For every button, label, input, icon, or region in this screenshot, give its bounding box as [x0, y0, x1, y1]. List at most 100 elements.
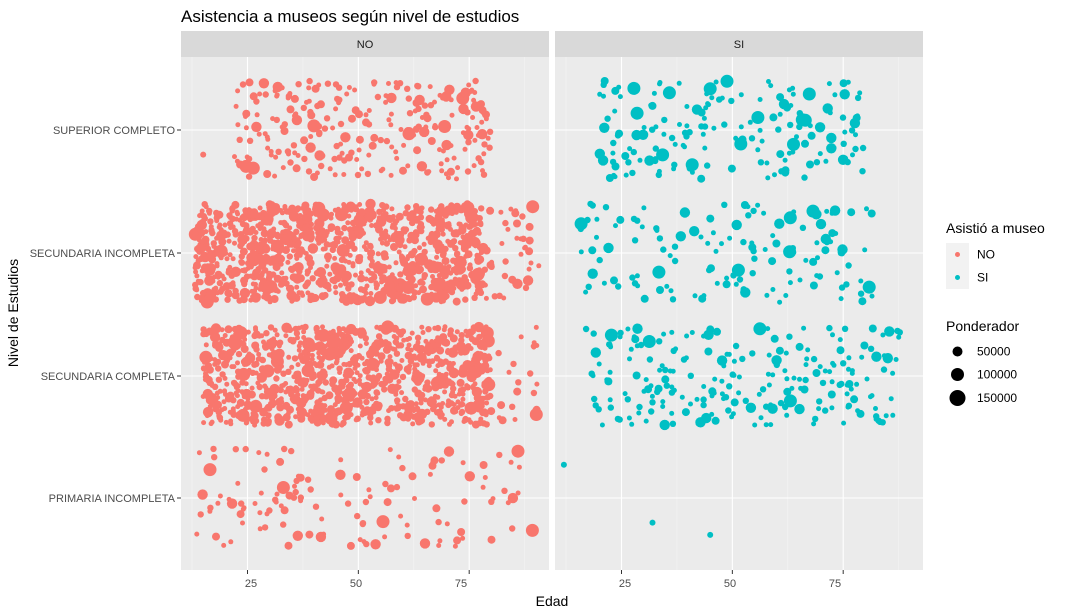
- data-point: [367, 254, 374, 261]
- data-point: [824, 208, 830, 214]
- data-point: [409, 330, 415, 336]
- data-point: [460, 535, 466, 541]
- data-point: [528, 260, 534, 266]
- data-point: [578, 249, 584, 255]
- data-point: [656, 235, 664, 242]
- data-point: [393, 483, 401, 491]
- data-point: [473, 393, 482, 402]
- data-point: [473, 321, 485, 333]
- data-point: [838, 296, 844, 302]
- data-point: [235, 324, 243, 333]
- data-point: [819, 379, 827, 387]
- data-point: [401, 142, 407, 148]
- data-point: [840, 140, 847, 147]
- data-point: [406, 342, 412, 348]
- data-point: [423, 338, 429, 344]
- data-point: [321, 531, 327, 537]
- data-point: [334, 407, 343, 416]
- data-point: [471, 337, 480, 346]
- data-point: [782, 157, 788, 163]
- data-point: [456, 378, 465, 387]
- data-point: [357, 202, 363, 207]
- data-point: [519, 213, 526, 220]
- data-point: [474, 257, 482, 264]
- data-point: [306, 391, 315, 400]
- data-point: [482, 408, 488, 414]
- data-point: [787, 137, 800, 151]
- data-point: [386, 408, 392, 414]
- data-point: [654, 228, 660, 233]
- data-point: [374, 367, 379, 373]
- strip-no: [181, 31, 549, 57]
- data-point: [386, 264, 392, 270]
- data-point: [352, 87, 358, 93]
- data-point: [610, 139, 617, 147]
- data-point: [656, 148, 670, 162]
- data-point: [388, 111, 394, 117]
- data-point: [491, 293, 498, 300]
- data-point: [806, 160, 814, 169]
- data-point: [210, 323, 222, 334]
- data-point: [643, 418, 649, 424]
- data-point: [768, 257, 777, 266]
- data-point: [386, 117, 392, 123]
- data-point: [411, 236, 419, 245]
- data-point: [301, 155, 308, 163]
- data-point: [479, 403, 485, 409]
- data-point: [298, 498, 304, 504]
- data-point: [395, 328, 403, 336]
- data-point: [411, 217, 417, 223]
- data-point: [279, 210, 285, 216]
- data-point: [348, 229, 355, 237]
- data-point: [525, 523, 539, 537]
- data-point: [726, 383, 733, 390]
- data-point: [810, 355, 818, 363]
- data-point: [300, 136, 309, 145]
- data-point: [732, 342, 740, 350]
- data-point: [376, 515, 390, 529]
- data-point: [399, 373, 407, 381]
- data-point: [368, 244, 374, 250]
- data-point: [214, 406, 220, 412]
- data-point: [279, 246, 286, 253]
- data-point: [689, 226, 700, 237]
- data-point: [630, 106, 644, 120]
- data-point: [399, 358, 405, 363]
- data-point: [427, 84, 433, 90]
- data-point: [788, 103, 794, 108]
- data-point: [295, 362, 301, 368]
- data-point: [222, 406, 228, 411]
- data-point: [289, 395, 297, 403]
- data-point: [708, 387, 717, 396]
- data-point: [458, 281, 464, 287]
- data-point: [458, 103, 469, 115]
- data-point: [427, 137, 436, 145]
- data-point: [669, 420, 677, 427]
- data-point: [288, 447, 295, 455]
- data-point: [483, 295, 489, 301]
- data-point: [774, 218, 785, 229]
- data-point: [512, 278, 523, 289]
- data-point: [258, 78, 270, 89]
- data-point: [875, 417, 882, 424]
- data-point: [290, 94, 299, 103]
- data-point: [515, 490, 521, 496]
- data-point: [381, 207, 386, 213]
- data-point: [518, 251, 524, 257]
- data-point: [831, 145, 837, 151]
- data-point: [293, 370, 300, 378]
- data-point: [375, 333, 383, 340]
- y-tick-label: PRIMARIA INCOMPLETA: [49, 493, 176, 505]
- data-point: [393, 391, 399, 397]
- data-point: [279, 270, 285, 276]
- data-point: [416, 352, 427, 363]
- data-point: [433, 409, 441, 416]
- data-point: [703, 329, 714, 340]
- data-point: [347, 297, 354, 304]
- data-point: [656, 286, 664, 294]
- data-point: [272, 286, 280, 294]
- data-point: [615, 129, 624, 138]
- data-point: [454, 232, 460, 238]
- data-point: [219, 273, 225, 279]
- data-point: [392, 361, 398, 367]
